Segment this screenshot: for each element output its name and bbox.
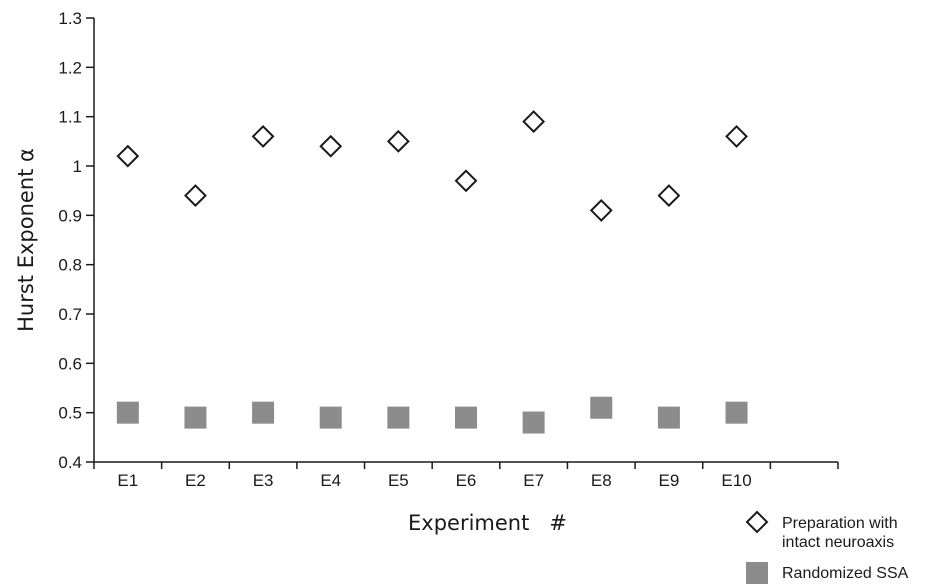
x-tick-label: E9	[659, 471, 680, 490]
diamond-point	[116, 144, 140, 168]
square-point	[455, 406, 477, 429]
y-tick-label: 0.5	[58, 404, 82, 423]
data-marks	[116, 110, 748, 434]
x-tick-label: E5	[388, 471, 409, 490]
legend-label-line: intact neuroaxis	[782, 534, 894, 551]
x-tick-label: E10	[721, 471, 751, 490]
y-tick-label: 0.6	[58, 354, 82, 373]
legend-square-icon	[746, 562, 768, 584]
x-tick-label: E1	[117, 471, 138, 490]
legend-diamond-icon	[745, 510, 769, 534]
diamond-point	[522, 110, 546, 134]
x-ticks: E1 E2 E3 E4 E5 E6 E7 E8 E9 E10	[93, 462, 839, 490]
square-point	[590, 396, 613, 419]
x-tick-label: E2	[185, 471, 206, 490]
square-point	[522, 411, 545, 434]
square-point	[184, 406, 207, 429]
square-point	[319, 406, 342, 429]
diamond-point	[454, 169, 478, 193]
legend-label-line: Preparation with	[782, 515, 898, 532]
diamond-point	[657, 184, 681, 208]
y-ticks: 0.4 0.5 0.6 0.7 0.8 0.9 1 1.1 1.2 1.3	[58, 9, 94, 472]
square-point	[725, 401, 748, 424]
diamond-point	[725, 124, 748, 148]
legend: Preparation with intact neuroaxis Randomiz…	[745, 510, 909, 584]
y-tick-label: 1.2	[58, 58, 82, 77]
legend-label-line: Randomized SSA	[782, 565, 909, 582]
square-point	[116, 401, 139, 424]
chart-axes	[93, 18, 838, 463]
diamond-point	[386, 129, 410, 153]
y-tick-label: 0.7	[58, 305, 82, 324]
square-point	[252, 401, 275, 424]
y-tick-label: 1.1	[58, 108, 82, 127]
y-tick-label: 1	[73, 157, 82, 176]
y-tick-label: 1.3	[58, 9, 82, 28]
diamond-point	[184, 184, 207, 208]
diamond-point	[589, 198, 613, 222]
y-tick-label: 0.8	[58, 256, 82, 275]
diamond-point	[319, 134, 343, 158]
x-tick-label: E3	[253, 471, 274, 490]
y-axis-title: Hurst Exponent α	[14, 148, 38, 332]
x-tick-label: E6	[456, 471, 477, 490]
x-tick-label: E7	[523, 471, 544, 490]
square-point	[387, 406, 410, 429]
square-point	[657, 406, 680, 429]
diamond-point	[251, 124, 275, 148]
x-axis-title: Experiment #	[408, 511, 567, 535]
y-tick-label: 0.4	[58, 453, 82, 472]
x-tick-label: E4	[320, 471, 341, 490]
x-tick-label: E8	[591, 471, 612, 490]
y-tick-label: 0.9	[58, 206, 82, 225]
